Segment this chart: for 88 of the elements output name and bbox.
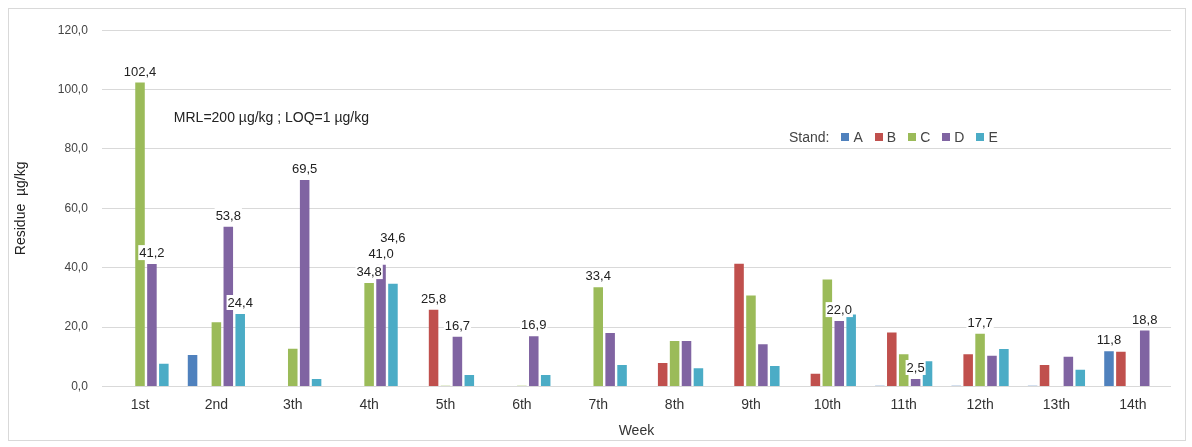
y-tick-label: 80,0 — [64, 141, 89, 156]
legend-title: Stand: — [789, 129, 830, 145]
bar — [1116, 351, 1126, 386]
legend-label: A — [853, 129, 863, 145]
bar — [681, 340, 692, 386]
annotation: MRL=200 µg/kg ; LOQ=1 µg/kg — [173, 109, 369, 126]
bar — [617, 365, 627, 386]
data-label: 22,0 — [826, 302, 852, 318]
y-tick-label: 20,0 — [64, 319, 89, 334]
bar — [211, 322, 222, 386]
bar — [746, 295, 756, 386]
x-tick-label: 8th — [664, 395, 685, 412]
y-tick-label: 40,0 — [64, 259, 89, 274]
bar — [987, 355, 997, 386]
bar — [605, 332, 615, 386]
bar — [693, 368, 704, 386]
y-tick-label: 0,0 — [71, 378, 89, 393]
legend-label: D — [954, 129, 965, 145]
bar — [846, 314, 856, 386]
bar — [1104, 351, 1114, 386]
bar — [388, 283, 398, 386]
bar — [963, 354, 973, 386]
data-label: 11,8 — [1096, 332, 1122, 348]
bar — [657, 362, 668, 386]
bar — [235, 313, 245, 386]
bar — [758, 344, 768, 386]
x-tick-label: 9th — [741, 395, 761, 412]
bar — [364, 283, 374, 386]
bar — [593, 287, 603, 386]
data-label: 33,4 — [585, 268, 611, 284]
x-tick-label: 14th — [1119, 395, 1147, 412]
data-label: 34,6 — [380, 229, 406, 245]
bar — [1063, 356, 1074, 386]
bar — [147, 264, 157, 386]
x-axis-title: Week — [618, 422, 656, 439]
bar — [159, 363, 169, 386]
x-tick-label: 1st — [130, 395, 150, 412]
bar — [540, 375, 551, 386]
x-tick-label: 6th — [512, 395, 532, 412]
data-label: 2,5 — [906, 360, 925, 376]
legend-label: C — [920, 129, 931, 145]
x-tick-label: 12th — [966, 395, 994, 412]
bar — [910, 378, 921, 386]
bar — [311, 378, 322, 386]
bar — [669, 340, 680, 386]
x-tick-label: 11th — [890, 395, 917, 412]
data-label: 25,8 — [420, 290, 447, 306]
bar — [999, 349, 1009, 386]
data-label: 24,4 — [227, 295, 253, 311]
data-label: 53,8 — [215, 207, 241, 223]
x-tick-label: 2nd — [204, 395, 229, 412]
y-tick-label: 100,0 — [57, 81, 89, 96]
data-label: 16,9 — [521, 317, 547, 333]
x-tick-label: 5th — [435, 395, 456, 412]
bar — [1075, 369, 1086, 386]
data-label: 16,7 — [444, 317, 471, 333]
data-label: 17,7 — [967, 314, 993, 330]
data-label: 18,8 — [1132, 311, 1158, 327]
bar — [1039, 365, 1050, 386]
bar — [887, 332, 897, 386]
x-tick-label: 3th — [283, 395, 303, 412]
data-label: 102,4 — [123, 63, 157, 79]
x-tick-label: 7th — [588, 395, 608, 412]
legend-label: B — [886, 129, 897, 145]
y-tick-label: 60,0 — [64, 200, 89, 215]
bar — [1139, 330, 1150, 386]
data-label: 34,8 — [356, 264, 382, 280]
data-label: 41,2 — [139, 245, 165, 261]
bar — [287, 348, 298, 386]
y-tick-label: 120,0 — [57, 22, 89, 37]
bar — [187, 354, 198, 386]
bar — [810, 373, 821, 386]
bar — [734, 263, 744, 386]
bar — [428, 309, 439, 386]
data-label: 41,0 — [368, 245, 394, 261]
bar — [452, 336, 463, 386]
bar — [464, 375, 475, 386]
bar — [770, 365, 780, 386]
bar — [975, 333, 985, 386]
bar — [529, 336, 539, 386]
bar — [299, 180, 310, 386]
data-label: 69,5 — [292, 161, 318, 177]
legend-label: E — [988, 129, 998, 145]
x-tick-label: 10th — [813, 395, 841, 412]
bar — [834, 321, 845, 386]
x-tick-label: 4th — [359, 395, 379, 412]
x-tick-label: 13th — [1042, 395, 1071, 412]
y-axis-title: Residue µg/kg — [12, 161, 29, 256]
